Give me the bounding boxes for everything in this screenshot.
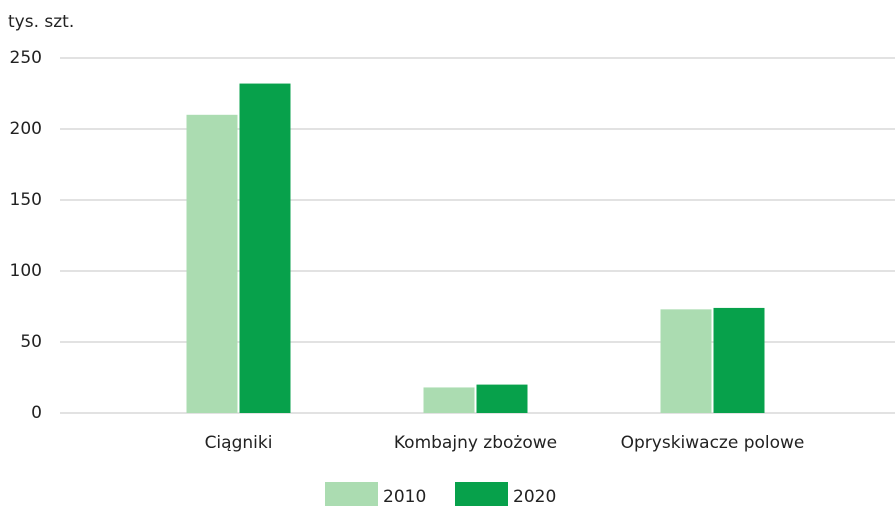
bar <box>713 307 765 413</box>
legend-label: 2020 <box>513 487 556 506</box>
y-tick-label: 100 <box>10 261 42 281</box>
y-unit-label: tys. szt. <box>8 12 74 32</box>
y-tick-label: 50 <box>20 332 42 352</box>
x-tick-label: Opryskiwacze polowe <box>621 433 805 453</box>
x-tick-label: Ciągniki <box>205 433 273 453</box>
y-tick-label: 0 <box>31 403 42 423</box>
y-tick-label: 150 <box>10 190 42 210</box>
y-tick-label: 200 <box>10 119 42 139</box>
y-tick-label: 250 <box>10 48 42 68</box>
bar <box>186 114 238 414</box>
legend-label: 2010 <box>383 487 426 506</box>
bar <box>239 83 291 413</box>
x-tick-label: Kombajny zbożowe <box>394 433 557 453</box>
bar <box>660 309 712 413</box>
legend-swatch <box>455 482 508 506</box>
legend-swatch <box>325 482 378 506</box>
bar <box>476 384 528 413</box>
bar <box>423 387 475 413</box>
